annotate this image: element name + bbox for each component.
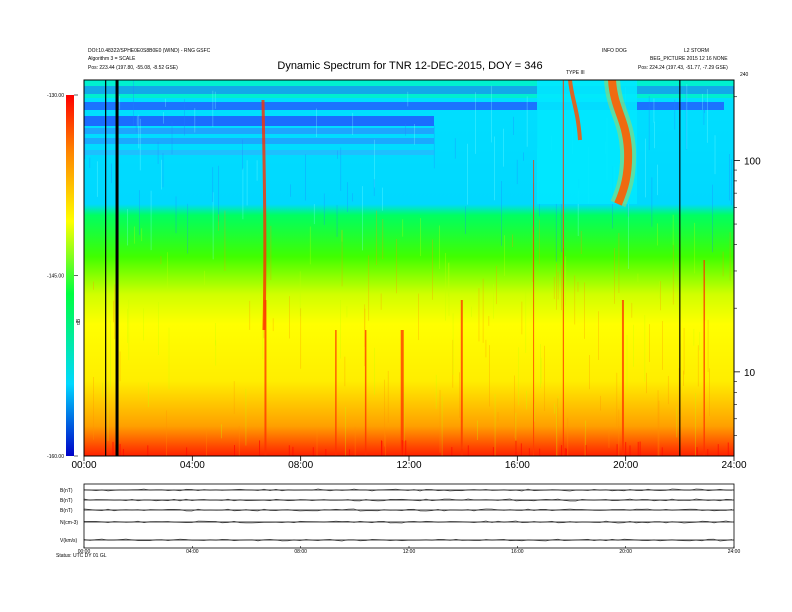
lower-panel-wiggle [83, 498, 733, 502]
header-right-line-4: Pos: 224.24 (197.43, -51.77, -7.29 GSE) [638, 65, 728, 71]
colorbar [66, 95, 74, 456]
colorbar-tick-label: -130.00 [47, 93, 64, 99]
blue-band [84, 138, 434, 144]
blue-band [84, 128, 434, 134]
lower-panel-frame [83, 483, 735, 549]
x-tick-label: 16:00 [505, 460, 530, 471]
spectrogram-texture [84, 80, 732, 456]
y-tick-label: 100 [744, 156, 761, 167]
header-left-line-2: Algorithm 3 = SCALE [88, 56, 136, 62]
y-axis-top-label: 240 [740, 72, 749, 78]
header-left-line-3: Pos: 223.44 (197.80, -55.08, -8.52 GSE) [88, 65, 178, 71]
header-right-line-1: INFO DOG [602, 48, 627, 54]
lower-x-tick-label: 00:00 [78, 549, 91, 555]
header-right-line-2: L2 STORM [684, 48, 709, 54]
colorbar-tick-label: -160.00 [47, 454, 64, 460]
lower-panel-label: N(cm-3) [60, 520, 78, 526]
x-tick-label: 20:00 [613, 460, 638, 471]
radio-burst-secondary [568, 80, 582, 141]
blue-band [84, 86, 734, 94]
x-tick-label: 08:00 [288, 460, 313, 471]
y-tick-label: 10 [744, 368, 756, 379]
lower-x-tick-label: 24:00 [728, 549, 741, 555]
lower-panel-wiggle [83, 520, 733, 524]
lower-panel-label: V(km/s) [60, 538, 78, 544]
lower-panel-wiggle [83, 508, 733, 512]
x-tick-label: 04:00 [180, 460, 205, 471]
lower-panel-wiggle [83, 538, 733, 542]
burst-streaks [84, 80, 729, 456]
blue-interference-bands [84, 86, 734, 155]
y-axis: 100 10 [734, 96, 761, 436]
lower-panel-label: B(nT) [60, 488, 73, 494]
lower-x-tick-label: 12:00 [403, 549, 416, 555]
blue-band [84, 102, 724, 110]
footer-status: Status: UTC DY 01 GL [56, 553, 107, 559]
lower-x-tick-label: 04:00 [186, 549, 199, 555]
header-left-line-1: DOI:10.48322/SPHE0E0S8B0E0 (WIND) - RNG … [88, 48, 211, 54]
radio-burst-early [261, 99, 267, 331]
header-right-line-3: BEG_PICTURE 2015 12 16 NONE [650, 56, 728, 62]
lower-panel-wiggle [83, 488, 733, 492]
burst-annotation: TYPE III [566, 70, 585, 76]
colorbar-ticks: -130.00 -145.00 -160.00 [47, 93, 78, 460]
lower-x-tick-label: 08:00 [294, 549, 307, 555]
vertical-markers [105, 80, 681, 456]
lower-x-tick-label: 20:00 [619, 549, 632, 555]
lower-x-tick-label: 16:00 [511, 549, 524, 555]
x-tick-label: 12:00 [396, 460, 421, 471]
blue-band [84, 116, 434, 126]
lower-panel-label: B(nT) [60, 498, 73, 504]
x-tick-label: 24:00 [721, 460, 746, 471]
radio-burst-main-halo [604, 80, 637, 208]
spectrogram-plot [84, 80, 734, 456]
colorbar-label: dB [76, 318, 82, 325]
colorbar-tick-label: -145.00 [47, 274, 64, 280]
lower-timeseries-panels: B(nT) B(nT) B(nT) N(cm-3) V(km/s)00:00 04:00 0… [60, 483, 741, 555]
lower-panel-label: B(nT) [60, 508, 73, 514]
x-tick-label: 00:00 [71, 460, 96, 471]
radio-burst-main [608, 80, 633, 206]
chart-title: Dynamic Spectrum for TNR 12-DEC-2015, DO… [277, 60, 542, 72]
x-axis: 00:00 04:00 08:00 12:00 16:00 20:00 24:00 [71, 456, 747, 471]
blue-band [84, 150, 434, 155]
